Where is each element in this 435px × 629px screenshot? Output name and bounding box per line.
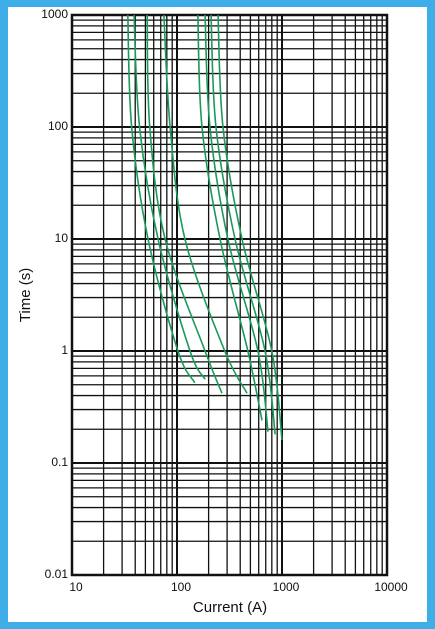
fuse-curve	[146, 14, 223, 394]
fuse-curve	[210, 14, 276, 435]
plot-frame	[70, 13, 389, 577]
x-tick-label: 10	[69, 580, 83, 594]
panel	[8, 7, 427, 622]
fuse-curve	[217, 14, 283, 441]
x-tick-label: 10000	[374, 580, 408, 594]
fuse-curve	[127, 14, 196, 384]
fuse-curve	[163, 14, 248, 394]
x-tick-label: 100	[171, 580, 191, 594]
y-tick-label: 100	[48, 119, 68, 133]
fuse-curve	[133, 14, 206, 380]
x-axis-title: Current (A)	[193, 599, 267, 616]
y-tick-label: 1000	[41, 7, 68, 21]
fuse-curve	[197, 14, 263, 421]
y-tick-label: 0.1	[51, 455, 68, 469]
x-tick-label: 1000	[273, 580, 300, 594]
y-tick-label: 0.01	[45, 567, 69, 581]
y-tick-label: 1	[61, 343, 68, 357]
y-axis-title: Time (s)	[17, 268, 34, 322]
y-tick-label: 10	[55, 231, 69, 245]
fuse-curve	[204, 14, 269, 432]
